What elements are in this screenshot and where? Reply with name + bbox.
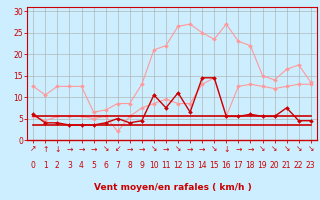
Text: 4: 4 bbox=[79, 160, 84, 170]
Text: ↘: ↘ bbox=[211, 144, 217, 154]
Text: 1: 1 bbox=[43, 160, 48, 170]
Text: 11: 11 bbox=[161, 160, 171, 170]
Text: ↘: ↘ bbox=[175, 144, 181, 154]
Text: 20: 20 bbox=[270, 160, 279, 170]
Text: 10: 10 bbox=[149, 160, 159, 170]
Text: →: → bbox=[127, 144, 133, 154]
Text: →: → bbox=[66, 144, 73, 154]
Text: 9: 9 bbox=[140, 160, 144, 170]
Text: 2: 2 bbox=[55, 160, 60, 170]
Text: ↗: ↗ bbox=[30, 144, 36, 154]
Text: ↓: ↓ bbox=[223, 144, 229, 154]
Text: 6: 6 bbox=[103, 160, 108, 170]
Text: ↘: ↘ bbox=[271, 144, 278, 154]
Text: ↘: ↘ bbox=[259, 144, 266, 154]
Text: 16: 16 bbox=[221, 160, 231, 170]
Text: →: → bbox=[235, 144, 242, 154]
Text: Vent moyen/en rafales ( km/h ): Vent moyen/en rafales ( km/h ) bbox=[94, 184, 252, 192]
Text: ↓: ↓ bbox=[54, 144, 60, 154]
Text: ↑: ↑ bbox=[42, 144, 49, 154]
Text: ↘: ↘ bbox=[295, 144, 302, 154]
Text: →: → bbox=[139, 144, 145, 154]
Text: →: → bbox=[163, 144, 169, 154]
Text: ↘: ↘ bbox=[284, 144, 290, 154]
Text: 15: 15 bbox=[209, 160, 219, 170]
Text: 13: 13 bbox=[185, 160, 195, 170]
Text: ↙: ↙ bbox=[115, 144, 121, 154]
Text: 3: 3 bbox=[67, 160, 72, 170]
Text: 18: 18 bbox=[246, 160, 255, 170]
Text: →: → bbox=[199, 144, 205, 154]
Text: 22: 22 bbox=[294, 160, 303, 170]
Text: 19: 19 bbox=[258, 160, 267, 170]
Text: ↘: ↘ bbox=[151, 144, 157, 154]
Text: 17: 17 bbox=[234, 160, 243, 170]
Text: ↘: ↘ bbox=[308, 144, 314, 154]
Text: →: → bbox=[187, 144, 193, 154]
Text: ↘: ↘ bbox=[102, 144, 109, 154]
Text: 8: 8 bbox=[127, 160, 132, 170]
Text: 7: 7 bbox=[115, 160, 120, 170]
Text: →: → bbox=[247, 144, 254, 154]
Text: 0: 0 bbox=[31, 160, 36, 170]
Text: 21: 21 bbox=[282, 160, 292, 170]
Text: →: → bbox=[78, 144, 85, 154]
Text: 5: 5 bbox=[91, 160, 96, 170]
Text: →: → bbox=[90, 144, 97, 154]
Text: 23: 23 bbox=[306, 160, 316, 170]
Text: 14: 14 bbox=[197, 160, 207, 170]
Text: 12: 12 bbox=[173, 160, 183, 170]
